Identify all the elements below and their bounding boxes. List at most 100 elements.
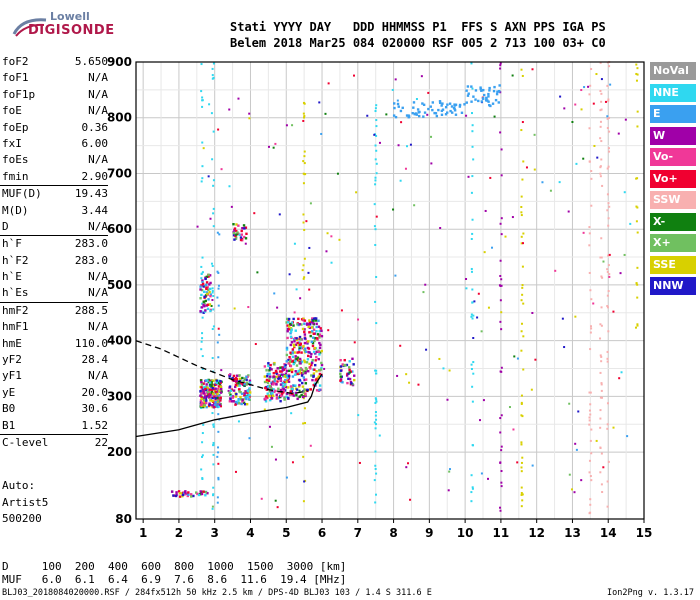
echo-point xyxy=(239,395,242,399)
noise-point xyxy=(263,408,266,411)
streak-point xyxy=(599,90,602,93)
streak-point xyxy=(599,323,602,326)
echo-point xyxy=(275,372,279,375)
echo-point xyxy=(297,343,300,347)
echo-point xyxy=(304,366,308,370)
streak-point xyxy=(520,505,523,508)
echo-point xyxy=(275,393,278,396)
noise-point xyxy=(303,480,306,483)
streak-point xyxy=(589,439,592,442)
streak-point xyxy=(201,332,204,335)
echo-point xyxy=(268,367,272,370)
streak-point xyxy=(608,150,611,153)
noise-point xyxy=(233,307,236,310)
echo-point xyxy=(470,85,473,88)
noise-point xyxy=(217,327,220,330)
echo-point xyxy=(295,357,298,361)
echo-point xyxy=(441,102,444,105)
streak-point xyxy=(200,340,203,343)
echo-point xyxy=(352,363,355,366)
streak-point xyxy=(470,367,473,370)
echo-point xyxy=(236,231,239,234)
echo-point xyxy=(318,341,321,345)
param-value: 283.0 xyxy=(74,237,108,251)
streak-point xyxy=(601,491,604,494)
x-tick-label: 3 xyxy=(211,526,219,540)
streak-point xyxy=(588,391,591,394)
noise-point xyxy=(340,309,343,312)
streak-point xyxy=(201,256,204,259)
echo-point xyxy=(213,395,216,399)
legend-item-vo-: Vo+ xyxy=(650,169,696,188)
echo-point xyxy=(237,399,240,403)
noise-point xyxy=(400,121,403,124)
echo-point xyxy=(199,394,202,397)
echo-point xyxy=(351,370,354,373)
streak-point xyxy=(471,385,474,388)
echo-point xyxy=(488,86,491,90)
noise-point xyxy=(534,358,537,361)
echo-point xyxy=(349,380,353,384)
noise-point xyxy=(274,142,277,145)
echo-point xyxy=(288,393,292,396)
streak-point xyxy=(606,117,609,120)
streak-point xyxy=(217,476,220,479)
echo-point xyxy=(296,323,299,326)
echo-point xyxy=(208,274,212,277)
noise-point xyxy=(487,306,490,309)
echo-point xyxy=(208,290,211,294)
echo-point xyxy=(208,381,212,384)
noise-point xyxy=(248,112,251,115)
echo-point xyxy=(293,373,297,377)
streak-point xyxy=(589,475,592,478)
noise-point xyxy=(626,435,629,438)
echo-point xyxy=(304,371,307,375)
echo-point xyxy=(291,355,295,359)
noise-point xyxy=(260,497,263,500)
noise-point xyxy=(580,89,583,92)
echo-point xyxy=(235,401,239,405)
echo-point xyxy=(311,341,315,345)
noise-point xyxy=(606,115,609,118)
noise-point xyxy=(577,410,580,413)
streak-point xyxy=(303,155,306,158)
echo-point xyxy=(291,387,294,391)
noise-point xyxy=(209,217,212,220)
noise-point xyxy=(447,489,450,492)
streak-point xyxy=(499,370,502,373)
echo-point xyxy=(204,387,207,391)
echo-point xyxy=(236,384,239,387)
streak-point xyxy=(601,276,604,279)
param-label: foF2 xyxy=(2,55,29,68)
streak-point xyxy=(606,270,609,273)
echo-point xyxy=(218,389,221,392)
echo-point xyxy=(273,379,276,383)
echo-point xyxy=(245,381,249,384)
echo-point xyxy=(271,392,274,395)
echo-point xyxy=(244,390,247,393)
streak-point xyxy=(302,221,305,224)
streak-point xyxy=(500,445,503,448)
param-separator xyxy=(0,235,108,237)
noise-point xyxy=(274,458,277,461)
echo-point xyxy=(206,388,210,391)
echo-point xyxy=(294,384,297,387)
streak-point xyxy=(599,166,602,169)
streak-point xyxy=(375,134,378,137)
echo-point xyxy=(284,385,288,389)
echo-point xyxy=(437,108,440,112)
echo-point xyxy=(285,395,288,398)
noise-point xyxy=(592,102,595,105)
echo-point xyxy=(313,368,316,371)
streak-point xyxy=(521,415,524,418)
echo-point xyxy=(417,111,420,114)
echo-point xyxy=(240,233,243,236)
param-row-9: M(D) 3.44 xyxy=(0,203,112,219)
streak-point xyxy=(589,331,592,334)
noise-point xyxy=(217,462,220,465)
echo-point xyxy=(268,369,271,372)
echo-point xyxy=(310,321,314,324)
streak-point xyxy=(520,470,523,473)
echo-point xyxy=(232,400,235,403)
echo-point xyxy=(292,384,295,387)
